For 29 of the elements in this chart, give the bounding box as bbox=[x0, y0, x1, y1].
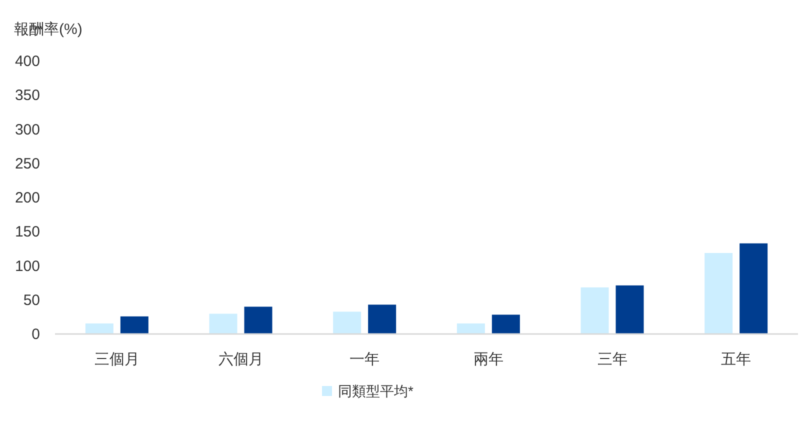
y-tick-label: 100 bbox=[14, 258, 40, 275]
y-tick-label: 200 bbox=[14, 190, 40, 206]
bar bbox=[244, 306, 272, 334]
x-tick-label: 五年 bbox=[721, 351, 752, 368]
y-tick-label: 50 bbox=[23, 292, 40, 309]
bar bbox=[368, 304, 396, 334]
legend-label: 同類型平均* bbox=[338, 383, 414, 399]
x-tick-label: 三年 bbox=[597, 351, 628, 368]
x-tick-label: 兩年 bbox=[473, 351, 504, 368]
y-tick-label: 0 bbox=[32, 326, 40, 343]
bar bbox=[333, 312, 362, 334]
y-tick-label: 400 bbox=[14, 53, 40, 70]
bar bbox=[740, 243, 768, 334]
bar bbox=[616, 285, 644, 334]
x-tick-label: 一年 bbox=[350, 351, 380, 368]
bar bbox=[580, 287, 609, 334]
x-tick-label: 三個月 bbox=[94, 351, 140, 368]
y-tick-label: 250 bbox=[14, 155, 40, 172]
bar bbox=[492, 314, 520, 334]
bar bbox=[209, 314, 238, 334]
bar bbox=[120, 316, 148, 334]
y-axis-title: 報酬率(%) bbox=[14, 21, 82, 38]
bar bbox=[85, 323, 114, 334]
x-tick-label: 六個月 bbox=[218, 351, 264, 368]
y-tick-label: 300 bbox=[14, 121, 40, 138]
y-tick-label: 350 bbox=[14, 87, 40, 104]
bar bbox=[704, 252, 733, 334]
bar bbox=[456, 323, 485, 334]
y-tick-label: 150 bbox=[14, 224, 40, 241]
